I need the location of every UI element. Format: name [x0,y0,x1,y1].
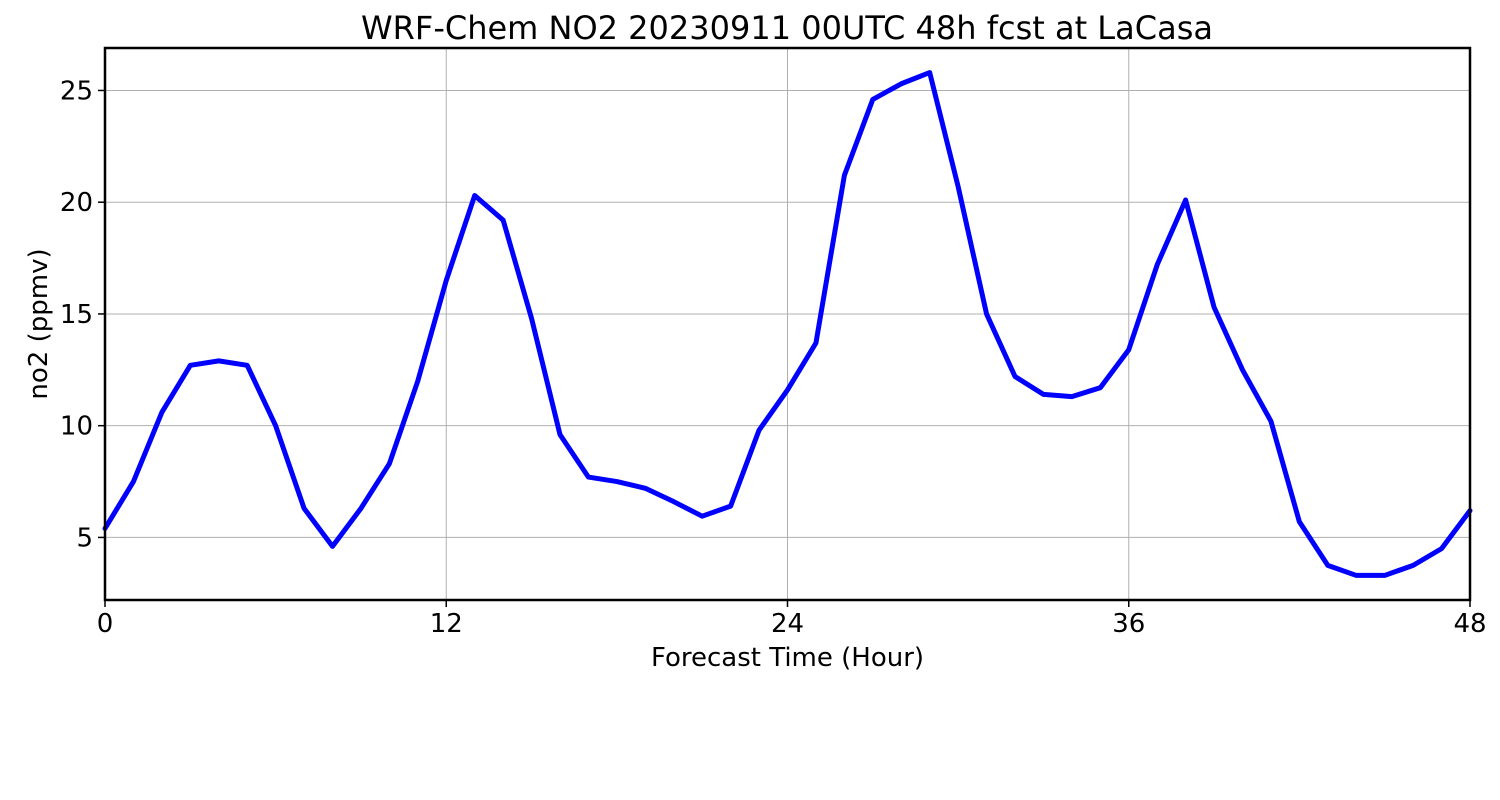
x-tick-label: 48 [1453,609,1486,639]
x-tick-label: 36 [1112,609,1145,639]
x-tick-label: 12 [430,609,463,639]
series-line [102,70,1473,578]
y-tick-label: 15 [60,300,93,330]
y-tick-label: 10 [60,412,93,442]
y-tick-label: 25 [60,76,93,106]
series-lines [102,70,1473,578]
y-tick-label: 5 [76,523,93,553]
chart-title: WRF-Chem NO2 20230911 00UTC 48h fcst at … [361,9,1213,47]
x-tick-label: 0 [97,609,114,639]
x-axis-label: Forecast Time (Hour) [651,643,924,673]
x-tick-label: 24 [771,609,804,639]
y-axis-label: no2 (ppmv) [24,248,54,399]
y-tick-label: 20 [60,188,93,218]
ticks: 0 12 24 36 48 5 10 15 20 25 [60,76,1487,639]
